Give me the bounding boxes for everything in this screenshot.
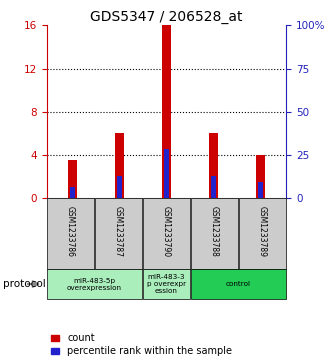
Bar: [209, 133, 218, 198]
Text: GSM1233789: GSM1233789: [258, 206, 267, 257]
Bar: [211, 176, 216, 198]
Bar: [191, 198, 238, 269]
Bar: [239, 198, 286, 269]
Text: control: control: [226, 281, 251, 287]
Text: miR-483-5p
overexpression: miR-483-5p overexpression: [67, 278, 122, 290]
Text: miR-483-3
p overexpr
ession: miR-483-3 p overexpr ession: [147, 274, 186, 294]
Bar: [191, 269, 286, 299]
Bar: [162, 25, 171, 198]
Bar: [143, 198, 190, 269]
Bar: [117, 176, 122, 198]
Bar: [47, 269, 142, 299]
Text: protocol: protocol: [3, 279, 46, 289]
Bar: [258, 182, 263, 198]
Text: GSM1233787: GSM1233787: [114, 206, 123, 257]
Bar: [47, 198, 94, 269]
Legend: count, percentile rank within the sample: count, percentile rank within the sample: [52, 333, 232, 356]
Bar: [68, 160, 77, 198]
Bar: [70, 187, 75, 198]
Bar: [143, 269, 190, 299]
Bar: [95, 198, 142, 269]
Bar: [256, 155, 265, 198]
Text: GSM1233790: GSM1233790: [162, 206, 171, 257]
Bar: [115, 133, 124, 198]
Text: GSM1233788: GSM1233788: [210, 206, 219, 257]
Text: GSM1233786: GSM1233786: [66, 206, 75, 257]
Bar: [164, 149, 169, 198]
Title: GDS5347 / 206528_at: GDS5347 / 206528_at: [90, 11, 243, 24]
